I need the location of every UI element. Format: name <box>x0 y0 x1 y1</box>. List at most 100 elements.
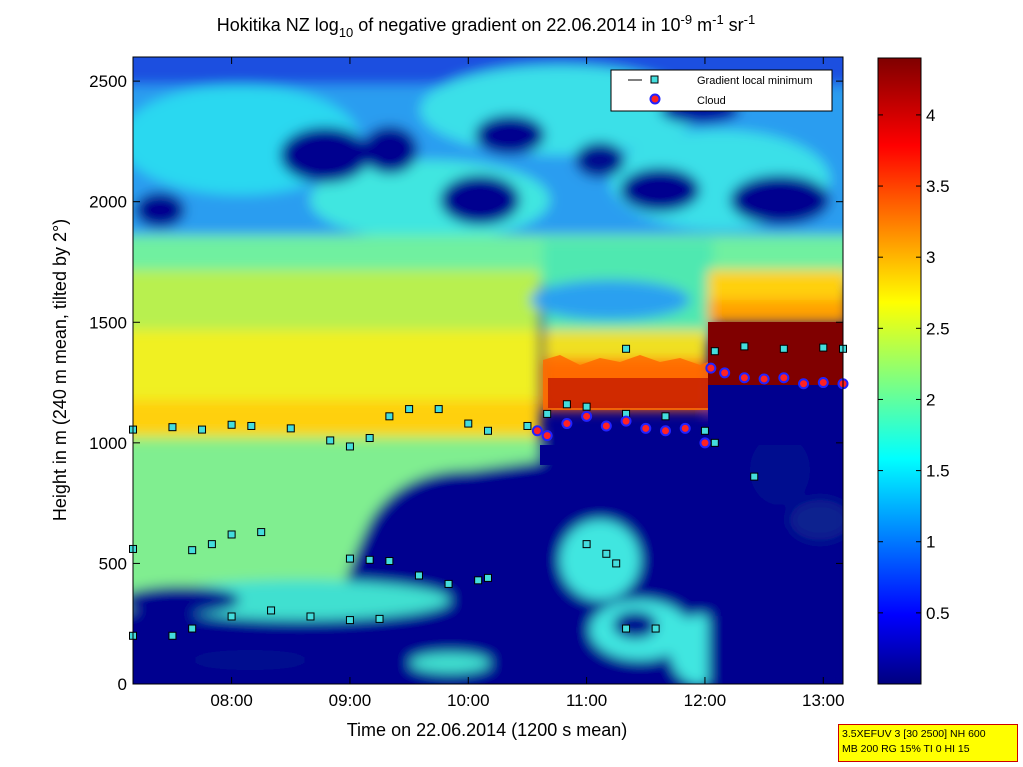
gradient-minimum-point <box>168 423 177 432</box>
gradient-minimum-point <box>198 425 207 434</box>
colorbar-tick-label: 0.5 <box>926 604 950 623</box>
series-gradient-minimum <box>129 342 847 640</box>
gradient-minimum-point <box>710 347 719 356</box>
gradient-minimum-point <box>779 344 788 353</box>
heatmap-area <box>133 57 843 684</box>
gradient-minimum-point <box>188 624 197 633</box>
x-tick-label: 08:00 <box>210 691 253 710</box>
gradient-minimum-point <box>286 424 295 433</box>
y-tick-label: 500 <box>99 554 127 573</box>
gradient-minimum-point <box>227 530 236 539</box>
cloud-point <box>817 377 829 389</box>
cloud-point <box>561 418 573 430</box>
colorbar-tick-label: 2.5 <box>926 319 950 338</box>
gradient-minimum-point <box>345 442 354 451</box>
gradient-minimum-point <box>434 405 443 414</box>
gradient-minimum-point <box>464 419 473 428</box>
colorbar-tick-label: 4 <box>926 106 935 125</box>
gradient-minimum-point <box>750 472 759 481</box>
y-axis-label: Height in m (240 m mean, tilted by 2°) <box>50 219 70 521</box>
legend-cloud-marker <box>649 93 661 105</box>
colorbar-tick-label: 2 <box>926 390 935 409</box>
gradient-minimum-point <box>819 343 828 352</box>
gradient-minimum-point <box>267 606 276 615</box>
gradient-minimum-point <box>661 412 670 421</box>
legend-cloud-label: Cloud <box>697 95 726 107</box>
gradient-minimum-point <box>385 557 394 566</box>
legend-box <box>610 69 833 112</box>
gradient-minimum-point <box>523 421 532 430</box>
cloud-point <box>738 372 750 384</box>
y-tick-label: 1000 <box>89 434 127 453</box>
cloud-point <box>541 430 553 442</box>
gradient-minimum-point <box>207 540 216 549</box>
gradient-minimum-point <box>365 555 374 564</box>
gradient-minimum-point <box>700 426 709 435</box>
gradient-minimum-point <box>257 528 266 537</box>
colorbar-tick-label: 1 <box>926 533 935 552</box>
cloud-point <box>705 362 717 374</box>
legend: Gradient local minimum Cloud <box>610 69 833 112</box>
gradient-minimum-point <box>562 400 571 409</box>
cloud-point <box>798 378 810 390</box>
cloud-point <box>778 372 790 384</box>
gradient-minimum-point <box>326 436 335 445</box>
cloud-point <box>679 422 691 434</box>
cloud-point <box>600 420 612 432</box>
gradient-minimum-point <box>582 540 591 549</box>
gradient-minimum-point <box>188 546 197 555</box>
x-tick-label: 13:00 <box>802 691 845 710</box>
gradient-minimum-point <box>247 421 256 430</box>
x-tick-label: 12:00 <box>684 691 727 710</box>
gradient-minimum-point <box>168 631 177 640</box>
gradient-minimum-point <box>740 342 749 351</box>
cloud-point <box>620 415 632 427</box>
cloud-point <box>640 422 652 434</box>
series-cloud <box>531 362 849 449</box>
gradient-minimum-point <box>622 344 631 353</box>
y-tick-label: 2000 <box>89 193 127 212</box>
cloud-point <box>719 367 731 379</box>
colorbar-gradient <box>877 57 922 685</box>
gradient-minimum-point <box>444 579 453 588</box>
gradient-minimum-point <box>414 571 423 580</box>
gradient-minimum-point <box>306 612 315 621</box>
x-tick-label: 09:00 <box>329 691 372 710</box>
colorbar: 0.5 1 1.5 2 2.5 3 3.5 4 <box>877 57 950 685</box>
cloud-point <box>531 425 543 437</box>
gradient-minimum-point <box>582 402 591 411</box>
gradient-minimum-point <box>484 426 492 435</box>
gradient-minimum-point <box>345 554 354 563</box>
gradient-minimum-point <box>227 420 236 429</box>
gradient-minimum-point <box>543 409 552 418</box>
gradient-minimum-point <box>612 559 621 568</box>
info-line-1: 3.5XEFUV 3 [30 2500] NH 600 <box>842 728 986 740</box>
colorbar-tick-label: 3 <box>926 248 935 267</box>
gradient-minimum-point <box>602 549 611 558</box>
gradient-minimum-point <box>622 624 631 633</box>
colorbar-tick-label: 3.5 <box>926 177 950 196</box>
cloud-point <box>758 373 770 385</box>
plot-frame <box>132 56 844 685</box>
info-line-2: MB 200 RG 15% TI 0 HI 15 <box>842 743 970 755</box>
x-axis-label: Time on 22.06.2014 (1200 s mean) <box>347 720 628 740</box>
colorbar-tick-label: 1.5 <box>926 462 950 481</box>
chart-title: Hokitika NZ log10 of negative gradient o… <box>217 12 755 40</box>
y-tick-label: 0 <box>118 675 127 694</box>
gradient-minimum-point <box>474 576 483 585</box>
gradient-minimum-point <box>365 434 374 443</box>
cloud-point <box>581 410 593 422</box>
gradient-minimum-point <box>227 612 236 621</box>
x-tick-label: 11:00 <box>566 691 607 710</box>
gradient-minimum-point <box>385 412 394 421</box>
legend-gradient-marker <box>650 75 659 84</box>
y-tick-label: 1500 <box>89 313 127 332</box>
gradient-minimum-point <box>651 624 660 633</box>
cloud-point <box>660 425 671 437</box>
gradient-minimum-point <box>375 614 384 623</box>
y-axis: 0 500 1000 1500 2000 2500 <box>89 72 843 694</box>
gradient-minimum-point <box>405 405 414 414</box>
gradient-minimum-point <box>345 616 354 625</box>
y-tick-label: 2500 <box>89 72 127 91</box>
